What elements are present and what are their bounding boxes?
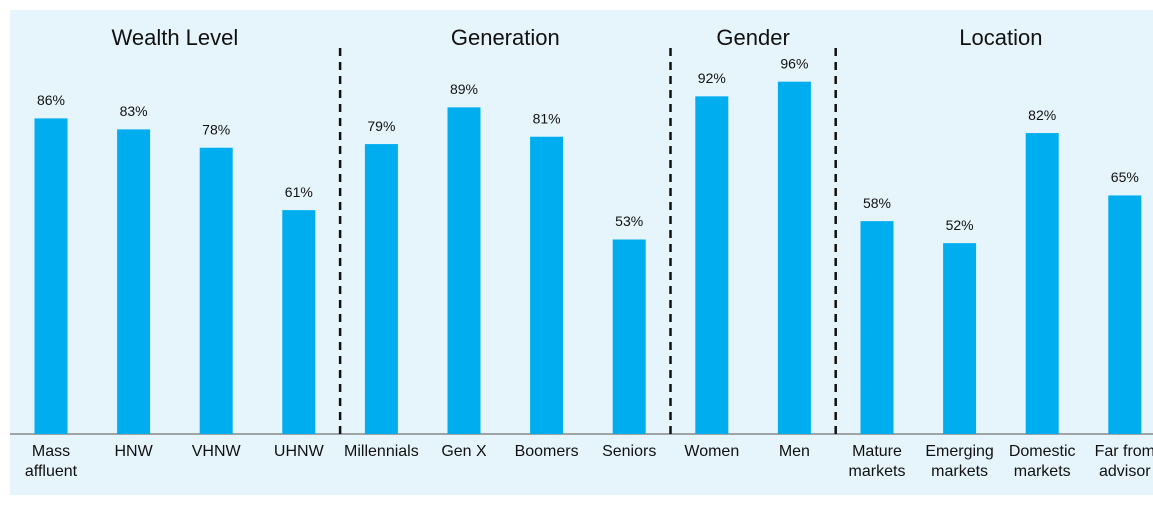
bar — [447, 107, 481, 435]
bar — [943, 243, 977, 434]
value-label: 79% — [367, 118, 395, 134]
group-title: Generation — [451, 25, 560, 50]
x-tick-label: Women — [684, 443, 740, 460]
x-tick-label: Mature markets — [848, 443, 906, 480]
value-label: 89% — [450, 81, 478, 97]
x-tick-label: UHNW — [273, 443, 324, 460]
value-label: 86% — [37, 92, 65, 108]
value-label: 81% — [533, 110, 561, 126]
bar — [530, 136, 564, 435]
bar — [117, 129, 151, 434]
group-title: Wealth Level — [112, 25, 239, 50]
x-tick-label: Emerging markets — [925, 443, 994, 480]
x-tick-label: Far from advisor — [1094, 443, 1153, 480]
x-tick-label: Mass affluent — [24, 443, 78, 480]
value-label: 52% — [946, 217, 974, 233]
x-tick-label: Seniors — [602, 443, 657, 460]
value-label: 65% — [1111, 169, 1139, 185]
value-label: 53% — [615, 213, 643, 229]
bar — [1108, 195, 1142, 434]
x-tick-label: Men — [778, 443, 810, 460]
x-tick-label: Domestic markets — [1008, 443, 1076, 480]
bar — [199, 147, 233, 435]
bar — [612, 239, 646, 434]
bar — [34, 118, 68, 434]
group-title: Gender — [716, 25, 789, 50]
x-tick-label: Boomers — [514, 443, 579, 460]
bar — [777, 81, 811, 435]
value-label: 92% — [698, 70, 726, 86]
value-label: 96% — [780, 55, 808, 71]
group-title: Location — [959, 25, 1042, 50]
panel — [10, 10, 1153, 495]
value-label: 61% — [285, 184, 313, 200]
bar — [282, 210, 316, 434]
value-label: 58% — [863, 195, 891, 211]
value-label: 82% — [1028, 107, 1056, 123]
bar — [1025, 133, 1059, 434]
bar — [364, 144, 398, 434]
bar — [695, 96, 729, 435]
x-tick-label: VHNW — [191, 443, 241, 460]
x-tick-label: Millennials — [344, 443, 419, 460]
x-tick-label: Gen X — [441, 443, 487, 460]
x-tick-label: HNW — [114, 443, 153, 460]
bar — [860, 221, 894, 434]
value-label: 78% — [202, 121, 230, 137]
value-label: 83% — [120, 103, 148, 119]
